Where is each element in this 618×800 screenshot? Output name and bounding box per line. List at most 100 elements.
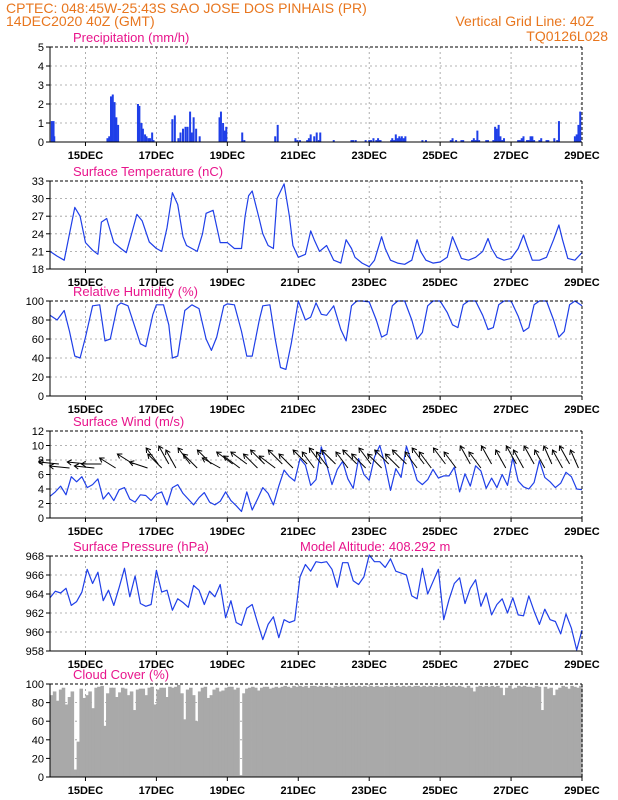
y-tick-label: 12 [32,426,44,438]
wind-arrow-head [418,451,425,458]
cloud-bar [437,686,441,777]
wind-arrow [320,449,336,465]
precip-bar [332,140,335,142]
cloud-bar [168,686,172,777]
cloud-bar [487,686,491,777]
precip-bar [502,138,505,142]
temp-line [49,183,583,268]
precip-bar [377,138,380,142]
cloud-bar [540,710,545,777]
x-tick-label: 23DEC [351,526,387,538]
precip-bar [307,138,310,142]
cloud-bar [162,687,166,777]
precip-bar [399,138,402,142]
cloud-bar [200,687,205,777]
humidity-title: Relative Humidity (%) [73,284,198,299]
wind-arrow [80,460,102,468]
precip-bar [575,134,578,142]
precip-bar [538,140,541,142]
y-tick-label: 100 [26,679,44,691]
precip-bar [352,140,355,142]
wind-arrow [145,447,159,465]
precip-bar [501,140,504,142]
wind-arrow [551,449,563,469]
cloud-bar [265,686,270,777]
y-tick-label: 60 [32,716,44,728]
cloud-bar [446,685,450,777]
precip-bar [50,121,53,142]
x-tick-label: 29DEC [564,404,600,416]
wind-arrow-head [512,449,519,456]
wind-arrow [494,449,507,469]
precip-bar [182,128,184,142]
precip-bar [136,104,139,142]
wind-arrow [165,449,177,469]
cloud-bar [389,685,394,777]
precip-bar [553,138,556,142]
cloud-bar [271,687,276,777]
wind-arrow-head [342,449,348,455]
precip-bar [518,140,521,142]
wind-arrow [315,451,329,469]
cloud-bar [277,687,282,777]
header-date: 14DEC2020 40Z (GMT) [6,13,155,29]
wind-arrow-shaft [433,447,446,465]
x-tick-label: 17DEC [139,785,175,797]
wind-arrow [292,449,308,465]
precip-bar [108,136,111,142]
wind-arrow-head [335,451,341,458]
cloud-bar [570,685,574,777]
panel-temp: 18 21 24 27 30 33 15DEC 17DEC 19DEC 21DEC 23DEC 25D… [32,164,600,289]
wind-arrow [147,453,163,469]
wind-arrow-shaft [230,451,248,465]
wind-arrow-shaft [182,453,198,469]
wind-arrow-head [182,453,189,459]
precip-bar [144,134,147,142]
wind-arrow-head [468,451,474,458]
cloud-bar [484,685,489,777]
cloud-bar [384,685,388,777]
wind-arrow-head [145,447,152,454]
wind-arrow-head [128,460,135,467]
wind-arrow-head [215,451,222,457]
cloud-bar [579,685,583,777]
cloud-bar [558,687,562,777]
cloud-bar [425,686,429,777]
cloud-bar [481,686,486,777]
cloud-bar [150,686,154,777]
precip-bar [177,138,180,142]
wind-arrow [335,451,349,469]
x-tick-label: 27DEC [493,659,529,671]
cloud-bar [215,687,220,777]
cloud-bar [511,688,515,777]
x-tick-label: 17DEC [139,526,175,538]
cloud-bar [555,689,559,777]
wind-arrow-shaft [201,457,221,469]
wind-arrow-shaft [308,447,322,465]
cloud-bar [546,688,551,777]
wind-arrow-shaft [158,445,170,465]
cloud-bar [126,695,131,777]
precip-bar [460,140,463,142]
wind-arrow-head [196,449,203,455]
wind-arrow-shaft [523,445,535,465]
cloud-bar [85,695,90,777]
precip-bar [276,124,279,142]
wind-arrow-shaft [513,449,524,469]
x-tick-label: 21DEC [281,277,317,289]
panel-pressure: 958 960 962 964 966 968 15DEC 17DEC 19DEC 21DEC 23… [26,539,600,671]
precip-title: Precipitation (mm/h) [73,30,189,45]
cloud-bar [156,689,160,777]
precip-bar [547,140,550,142]
cloud-bar [363,685,367,777]
wind-arrow-shaft [495,449,507,469]
panel-humidity: 0 20 40 60 80 100 15DEC 17DEC 19DEC 21DEC 23DEC 25D… [26,284,600,416]
wind-arrow-head [66,459,72,466]
wind-arrow-shaft [543,445,553,465]
wind-arrow-head [116,453,123,459]
x-tick-label: 19DEC [210,277,246,289]
cloud-bar [336,686,341,777]
x-tick-label: 19DEC [210,526,246,538]
cloud-bar [253,687,258,777]
cloud-bar [100,685,104,777]
